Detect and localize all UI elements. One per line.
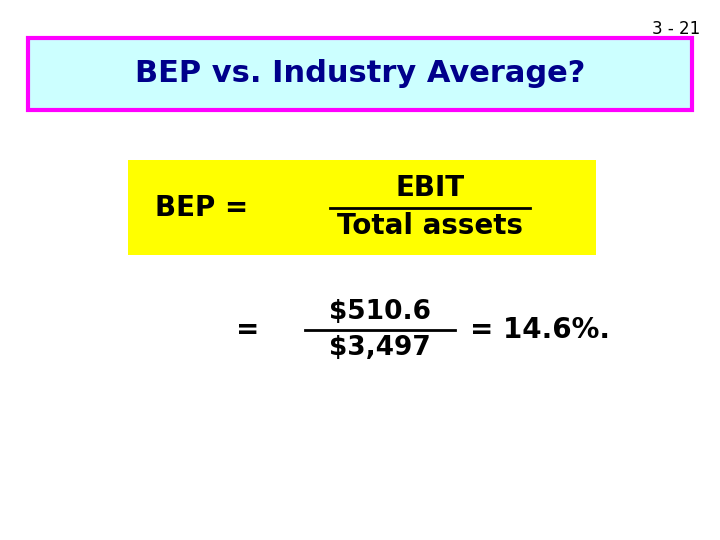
FancyBboxPatch shape <box>128 160 596 255</box>
Text: Total assets: Total assets <box>337 213 523 240</box>
Text: = 14.6%.: = 14.6%. <box>470 316 610 344</box>
Text: 3 - 21: 3 - 21 <box>652 20 700 38</box>
Text: EBIT: EBIT <box>395 174 464 202</box>
Text: $3,497: $3,497 <box>329 335 431 361</box>
Text: BEP =: BEP = <box>155 193 248 221</box>
Text: $510.6: $510.6 <box>329 299 431 325</box>
Text: =: = <box>236 316 260 344</box>
Text: BEP vs. Industry Average?: BEP vs. Industry Average? <box>135 59 585 89</box>
FancyBboxPatch shape <box>28 38 692 110</box>
